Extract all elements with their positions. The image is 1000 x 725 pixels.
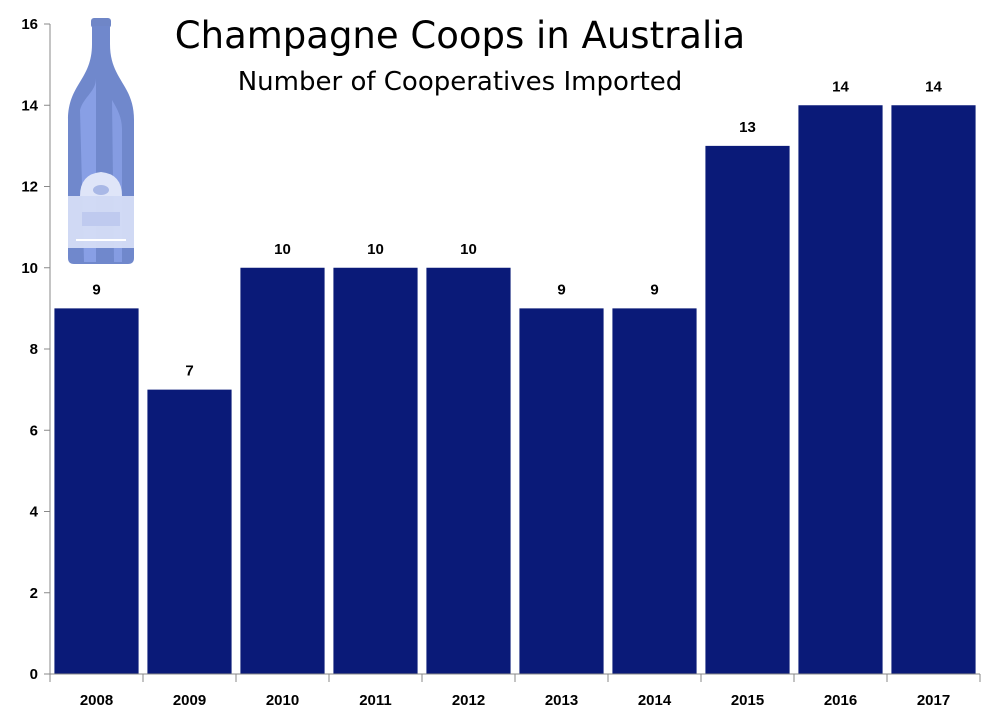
x-tick-label: 2012: [452, 692, 485, 709]
x-tick-label: 2008: [80, 692, 113, 709]
bar-2009: [147, 389, 232, 674]
x-tick-label: 2011: [359, 692, 392, 709]
bar-2013: [519, 308, 604, 674]
bar-2015: [705, 145, 790, 674]
y-tick-label: 12: [21, 179, 38, 196]
bar-2010: [240, 267, 325, 674]
data-label-2014: 9: [650, 281, 658, 298]
y-tick-label: 16: [21, 16, 38, 33]
x-tick-label: 2016: [824, 692, 857, 709]
y-tick-label: 6: [30, 422, 38, 439]
y-tick-label: 10: [21, 260, 38, 277]
x-tick-label: 2010: [266, 692, 299, 709]
bar-2012: [426, 267, 511, 674]
bar-2017: [891, 105, 976, 674]
data-label-2010: 10: [274, 241, 291, 258]
chart-title: Champagne Coops in Australia: [175, 14, 745, 57]
champagne-bottle-icon: [68, 18, 134, 264]
x-tick-label: 2015: [731, 692, 764, 709]
data-label-2017: 14: [925, 78, 942, 95]
bar-2016: [798, 105, 883, 674]
bar-2014: [612, 308, 697, 674]
chart-subtitle: Number of Cooperatives Imported: [238, 67, 683, 97]
y-tick-label: 0: [30, 666, 38, 683]
bar-2011: [333, 267, 418, 674]
y-tick-label: 8: [30, 341, 38, 358]
x-tick-label: 2009: [173, 692, 206, 709]
data-label-2012: 10: [460, 241, 477, 258]
data-label-2013: 9: [557, 281, 565, 298]
x-tick-label: 2013: [545, 692, 578, 709]
y-tick-label: 14: [21, 97, 38, 114]
data-label-2016: 14: [832, 78, 849, 95]
bar-2008: [54, 308, 139, 674]
data-labels: 9 7 10 10 10 9 9 13 14 14: [92, 78, 942, 379]
data-label-2011: 10: [367, 241, 384, 258]
data-label-2009: 7: [185, 363, 193, 380]
y-tick-label: 2: [30, 585, 38, 602]
data-label-2008: 9: [92, 281, 100, 298]
data-label-2015: 13: [739, 119, 756, 136]
y-tick-label: 4: [30, 504, 39, 521]
x-tick-label: 2017: [917, 692, 950, 709]
x-axis: 2008 2009 2010 2011 2012 2013 2014 2015 2016 2017: [49, 673, 981, 709]
bars: [54, 105, 976, 674]
y-axis: 0 2 4 6 8 10 12 14 16: [21, 16, 51, 683]
x-tick-label: 2014: [638, 692, 672, 709]
